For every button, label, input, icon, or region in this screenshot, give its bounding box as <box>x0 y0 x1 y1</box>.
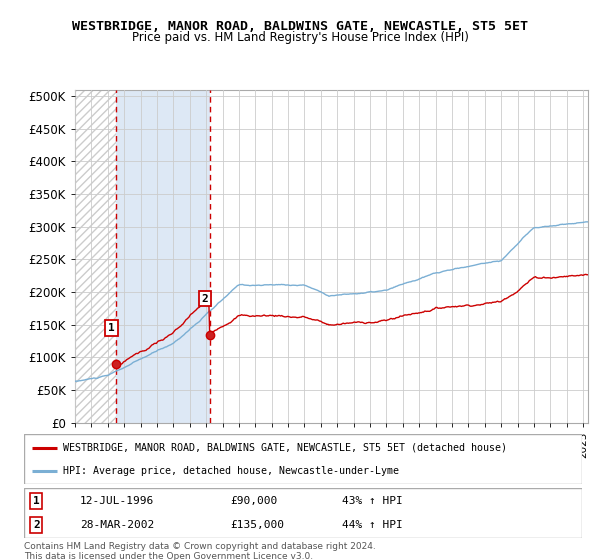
Text: 1: 1 <box>33 496 40 506</box>
Text: 2: 2 <box>202 293 208 304</box>
Text: HPI: Average price, detached house, Newcastle-under-Lyme: HPI: Average price, detached house, Newc… <box>63 466 399 476</box>
Text: WESTBRIDGE, MANOR ROAD, BALDWINS GATE, NEWCASTLE, ST5 5ET: WESTBRIDGE, MANOR ROAD, BALDWINS GATE, N… <box>72 20 528 32</box>
Bar <box>75 90 116 423</box>
Text: £90,000: £90,000 <box>230 496 278 506</box>
Text: 12-JUL-1996: 12-JUL-1996 <box>80 496 154 506</box>
Text: 1: 1 <box>108 323 115 333</box>
Text: 28-MAR-2002: 28-MAR-2002 <box>80 520 154 530</box>
Text: Price paid vs. HM Land Registry's House Price Index (HPI): Price paid vs. HM Land Registry's House … <box>131 31 469 44</box>
Text: 43% ↑ HPI: 43% ↑ HPI <box>342 496 403 506</box>
Text: £135,000: £135,000 <box>230 520 284 530</box>
Text: 44% ↑ HPI: 44% ↑ HPI <box>342 520 403 530</box>
Text: Contains HM Land Registry data © Crown copyright and database right 2024.
This d: Contains HM Land Registry data © Crown c… <box>24 542 376 560</box>
Text: 2: 2 <box>33 520 40 530</box>
Text: WESTBRIDGE, MANOR ROAD, BALDWINS GATE, NEWCASTLE, ST5 5ET (detached house): WESTBRIDGE, MANOR ROAD, BALDWINS GATE, N… <box>63 442 507 452</box>
Bar <box>116 90 210 423</box>
Bar <box>75 90 116 423</box>
